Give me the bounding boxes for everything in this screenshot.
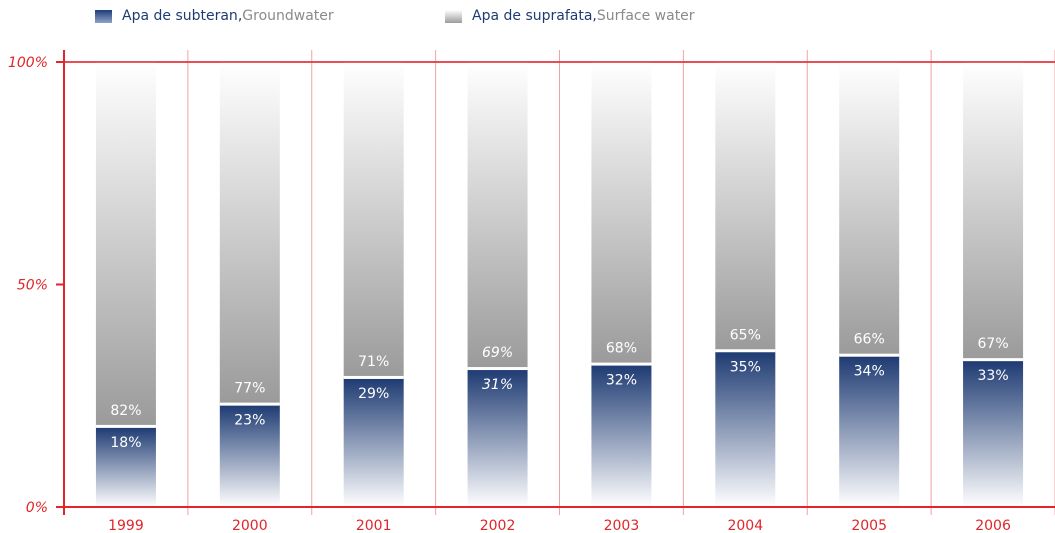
data-label-surface-2004: 65% [730,327,761,343]
x-tick-label-2004: 2004 [727,518,763,533]
bar-surface-2002 [467,62,528,370]
bar-separator-2003 [591,362,652,366]
x-tick-label-2005: 2005 [851,518,887,533]
data-label-groundwater-2005: 34% [854,364,885,380]
legend-groundwater-en: Groundwater [242,8,334,24]
bar-separator-2006 [963,358,1024,362]
legend: Apa de subteran, Groundwater Apa de supr… [0,8,1055,32]
bar-surface-2004 [715,62,776,352]
data-label-groundwater-2006: 33% [978,368,1009,384]
x-tick-label-1999: 1999 [108,518,144,533]
bar-groundwater-2004 [715,351,776,507]
data-label-surface-2000: 77% [234,381,265,397]
bar-surface-2001 [343,62,404,378]
data-label-groundwater-2004: 35% [730,359,761,375]
label-layer: 82% 18% 1999 77% 23% 2000 71% 29% 2001 69% 31% 2002… [8,55,1011,533]
bar-surface-2003 [591,62,652,365]
bar-groundwater-1999 [95,426,156,507]
bar-surface-1999 [95,62,156,427]
data-label-groundwater-1999: 18% [110,435,141,451]
x-tick-label-2000: 2000 [232,518,268,533]
bar-separator-2004 [715,349,776,353]
bar-surface-2005 [839,62,900,356]
data-label-surface-1999: 82% [110,403,141,419]
legend-item-groundwater: Apa de subteran, Groundwater [95,8,334,24]
legend-surface-ro: Apa de suprafata [472,8,593,24]
data-label-surface-2003: 68% [606,341,637,357]
bar-groundwater-2006 [963,360,1024,507]
bar-separator-1999 [95,424,156,428]
data-label-surface-2005: 66% [854,332,885,348]
x-tick-label-2001: 2001 [356,518,392,533]
legend-groundwater-ro: Apa de subteran [122,8,238,24]
y-tick-label-50: 50% [17,278,48,294]
bars-layer [95,62,1024,507]
bar-separator-2005 [839,353,900,357]
bar-surface-2006 [963,62,1024,361]
y-tick-label-0: 0% [26,500,48,516]
legend-surface-sep: , [592,8,597,24]
data-label-surface-2002: 69% [482,345,513,361]
bar-separator-2002 [467,367,528,371]
bar-groundwater-2005 [839,355,900,507]
bar-separator-2000 [219,402,280,406]
data-label-groundwater-2002: 31% [482,377,513,393]
legend-item-surface: Apa de suprafata, Surface water [445,8,695,24]
groundwater-swatch [95,9,112,23]
bar-groundwater-2001 [343,377,404,507]
grid-layer [63,50,1055,515]
bar-separator-2001 [343,375,404,379]
bar-groundwater-2003 [591,364,652,507]
legend-groundwater-sep: , [237,8,243,24]
bar-groundwater-2000 [219,404,280,507]
bar-surface-2000 [219,62,280,405]
data-label-groundwater-2000: 23% [234,413,265,429]
legend-surface-en: Surface water [596,8,695,24]
data-label-surface-2006: 67% [978,336,1009,352]
axis-layer [56,50,1055,515]
data-label-groundwater-2003: 32% [606,373,637,389]
x-tick-label-2002: 2002 [480,518,516,533]
x-tick-label-2003: 2003 [604,518,640,533]
surface-swatch [445,9,462,23]
x-tick-label-2006: 2006 [975,518,1011,533]
bar-groundwater-2002 [467,369,528,507]
data-label-groundwater-2001: 29% [358,386,389,402]
y-tick-label-100: 100% [8,55,48,71]
data-label-surface-2001: 71% [358,354,389,370]
